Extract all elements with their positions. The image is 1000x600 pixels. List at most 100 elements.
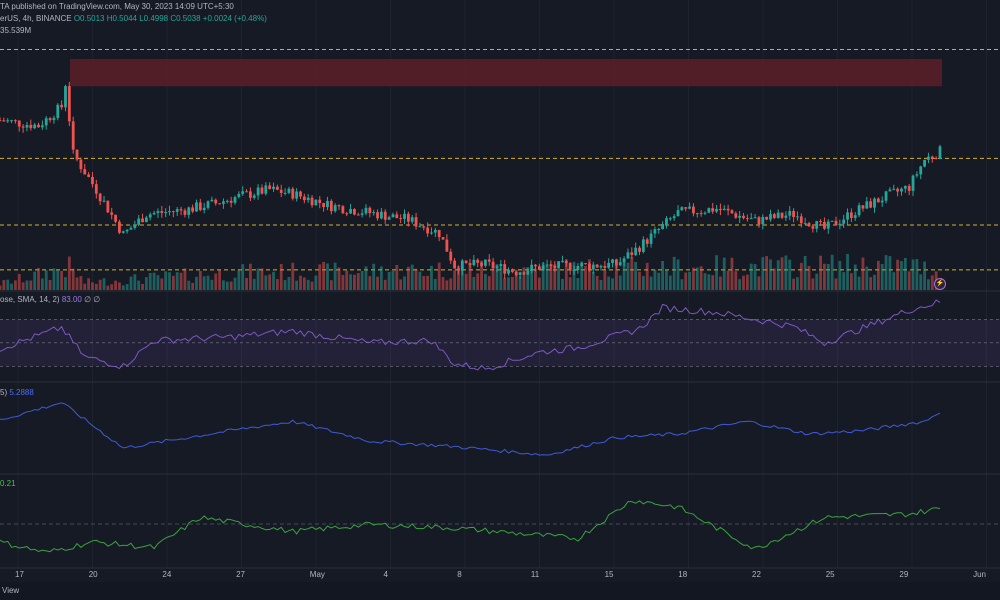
candle-body [241,191,245,194]
candle-body [749,218,753,220]
volume-bar [353,274,356,290]
volume-bar [753,264,757,290]
volume-bar [453,270,456,290]
x-tick-label: Jun [973,570,986,579]
volume-bar [110,284,114,290]
rsi-line: ose, SMA, 14, 2) 83.00 ∅ ∅ [0,295,100,304]
volume-bar [541,262,545,290]
candle-body [599,266,603,268]
candle-body [934,158,938,160]
volume-bar [364,266,368,290]
candle-body [356,214,360,216]
candle-body [484,259,487,266]
volume-bar [568,277,572,290]
candle-body [815,221,819,229]
candle-body [141,218,144,223]
volume-bar [638,271,641,290]
volume-bar [564,259,568,290]
volume-bar [144,277,148,290]
footer-bar: View [0,582,1000,600]
volume-bar [742,275,745,290]
candle-body [21,126,25,128]
volume-bar [60,270,64,290]
candle-body [264,185,268,194]
volume-bar [106,285,110,290]
candle-body [403,213,406,219]
candle-body [907,185,911,191]
volume-bar [437,262,441,290]
candle-body [938,146,942,159]
volume-bar [410,264,414,290]
brand-text: View [2,586,20,595]
volume-bar [491,262,495,290]
volume-bar [67,256,71,290]
volume-bar [299,275,302,290]
candle-body [892,188,896,190]
candle-body [175,209,179,212]
volume-bar [884,255,888,290]
volume-bar [595,275,599,290]
volume-bar [326,263,329,290]
volume-bar [537,277,541,290]
volume-bar [10,283,13,290]
candle-body [545,264,549,266]
candle-body [195,202,198,212]
volume-bar [391,270,395,290]
candle-body [148,214,152,218]
volume-bar [256,268,260,290]
ind2-value: 5.2888 [9,388,34,397]
candle-body [634,247,638,256]
volume-bar [769,259,772,290]
candle-body [842,219,846,224]
volume-bar [510,276,514,290]
x-tick-label: 15 [604,570,614,579]
lightning-icon[interactable]: ⚡ [934,278,946,290]
x-tick-label: 4 [383,570,388,579]
volume-bar [237,270,241,290]
volume-bar [387,271,391,290]
volume-bar [218,269,221,290]
volume-bar [356,273,360,290]
candle-body [622,258,626,263]
volume-bar [148,272,152,290]
candle-body [214,199,218,204]
volume-bar [819,255,822,290]
candle-body [114,214,117,222]
rsi-label: ose, SMA, 14, 2) [0,295,60,304]
candle-body [445,239,449,252]
volume-bar [784,255,788,290]
volume-bar [460,266,464,290]
candle-body [106,200,110,213]
symbol-text: erUS, 4h, BINANCE [0,14,72,23]
candle-body [799,216,803,224]
volume-bar [287,277,291,290]
volume-bar [522,267,526,290]
volume-bar [252,278,256,290]
volume-bar [372,263,376,290]
volume-bar [383,279,387,290]
volume-bar [495,264,499,290]
candle-body [896,188,900,192]
volume-bar [249,263,252,290]
candle-body [811,226,815,229]
x-tick-label: 18 [678,570,688,579]
volume-bar [160,278,164,290]
candle-body [156,211,160,213]
candle-body [761,216,765,225]
volume-bar [114,280,117,290]
volume-bar [534,268,537,290]
volume-bar [245,277,248,290]
volume-bar [715,255,718,290]
published-text: TA published on TradingView.com, May 30,… [0,2,234,11]
volume-bar [761,257,765,290]
candle-body [645,239,649,244]
ind2-label: 5) [0,388,8,397]
volume-bar [241,264,245,290]
candle-body [129,227,133,230]
ind2-line: 5) 5.2888 [0,388,34,397]
price-chart[interactable] [0,0,1000,582]
candle-body [657,228,661,230]
candle-body [618,262,622,266]
volume-bar [198,270,202,290]
